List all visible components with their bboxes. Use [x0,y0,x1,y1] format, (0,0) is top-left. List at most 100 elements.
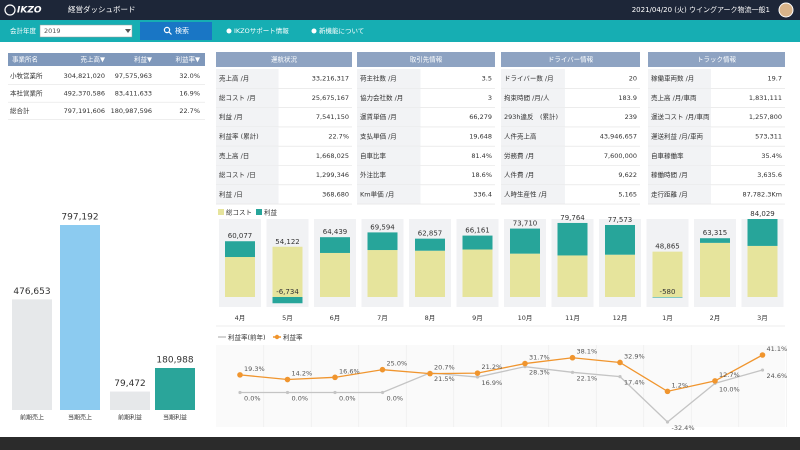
metric-value: 35.4% [761,152,782,160]
bar [60,225,100,410]
link-icon [311,28,317,34]
point [475,375,480,379]
label-cell [216,88,279,108]
metric-value: 3.5 [482,75,492,83]
line [239,354,763,393]
point-label: 19.3% [244,365,265,373]
table-header [8,53,205,66]
metric-value: 25,675,167 [312,94,349,102]
label-cell [357,146,421,166]
point-label: 28.3% [529,369,550,377]
metric-value: 20 [629,75,637,83]
point [712,378,718,384]
point [332,374,338,381]
x-tick-label: 6月 [330,314,341,322]
metric-label: 利益 /月 [219,112,243,121]
fiscal-year-value: 2019 [44,27,61,35]
metric-value: 3,635.6 [757,171,782,179]
fiscal-year-label: 会計年度 [10,26,37,35]
logo: IKZO [17,6,42,16]
bar-segment [272,246,303,297]
bar-label: 476,653 [13,287,50,297]
point [285,390,290,395]
bar-segment [557,255,588,297]
column-header: 事業所名 [12,55,38,64]
total-label: 63,315 [703,229,728,237]
logo-icon [4,4,16,16]
metric-label: 拘束時間 /月/人 [504,93,550,102]
point [474,370,481,376]
bar-segment [557,222,588,256]
label-cell [216,126,279,147]
column-header[interactable]: 利益▼ [134,55,152,64]
label-cell [357,184,421,205]
x-tick-label: 10月 [518,314,533,322]
metric-label: 走行距離 /月 [651,189,688,198]
metric-value: 7,541,150 [316,113,349,121]
point-label: 17.4% [624,379,645,387]
bar-segment [367,232,398,251]
point-label: 0.0% [387,394,404,402]
metric-label: 稼働車両数 /月 [651,74,694,83]
label-cell [648,146,712,166]
table-cell: 97,575,963 [115,72,152,80]
bar-segment [462,249,493,297]
column-header[interactable]: 利益率▼ [176,55,201,64]
panel-title: トラック情報 [697,55,737,64]
total-label: 69,594 [370,223,395,231]
label-cell [501,69,565,89]
metric-label: 利益 /日 [219,189,243,198]
bar-segment [320,252,350,297]
panel-title: ドライバー情報 [548,55,594,64]
point [237,372,243,378]
bar-segment [510,253,540,297]
label-cell [357,126,421,147]
total-label: 79,764 [560,214,585,222]
x-tick-label: 1月 [662,314,673,322]
point-label: 21.5% [434,375,455,383]
point [380,390,385,395]
metric-value: 368,680 [322,190,349,198]
search-label: 検索 [175,26,189,35]
point-label: 21.2% [482,363,503,371]
x-tick-label: 前期利益 [118,414,142,422]
legend-label: 利益率 [283,333,303,342]
point [427,370,433,377]
bar-segment [367,250,398,297]
avatar[interactable] [778,2,794,18]
support-link[interactable]: IKZOサポート情報 [234,26,289,35]
legend-label: 利益率(前年) [228,333,266,342]
point [618,375,622,379]
total-label: 60,077 [228,232,253,240]
label-cell [501,107,565,127]
fiscal-year-select[interactable] [39,24,133,38]
x-tick-label: 当期利益 [163,414,187,422]
point-label: 14.2% [292,370,313,378]
column-header[interactable]: 売上高▼ [81,55,106,64]
bar-segment [652,251,683,297]
metric-value: 1,257,800 [749,113,782,121]
point-label: 1.2% [672,381,689,389]
app-title: 経営ダッシュボード [68,4,136,14]
bar-segment [700,242,730,297]
panel-header [501,52,640,67]
metric-label: 総コスト /月 [219,93,256,102]
panel-header [216,52,352,67]
legend-label: 総コスト [226,208,252,217]
point [333,390,337,395]
table-cell: 492,370,586 [64,90,105,98]
metric-label: 運送コスト /月/車両 [651,112,710,121]
label-cell [216,146,279,166]
table-cell: 32.0% [179,72,200,80]
metric-label: 稼働時間 /月 [651,170,688,179]
search-button[interactable] [140,22,212,40]
label-cell [648,88,712,108]
metric-label: 外注比率 [360,170,387,179]
bar-label: 797,192 [61,213,98,223]
metric-label: 利益率 (累計) [219,132,259,141]
news-link[interactable]: 新機能について [319,26,364,35]
metric-value: 7,600,000 [604,152,637,160]
metric-value: 19,648 [469,133,492,141]
bar-label: -6,734 [276,288,299,296]
metric-value: 43,946,657 [600,133,637,141]
